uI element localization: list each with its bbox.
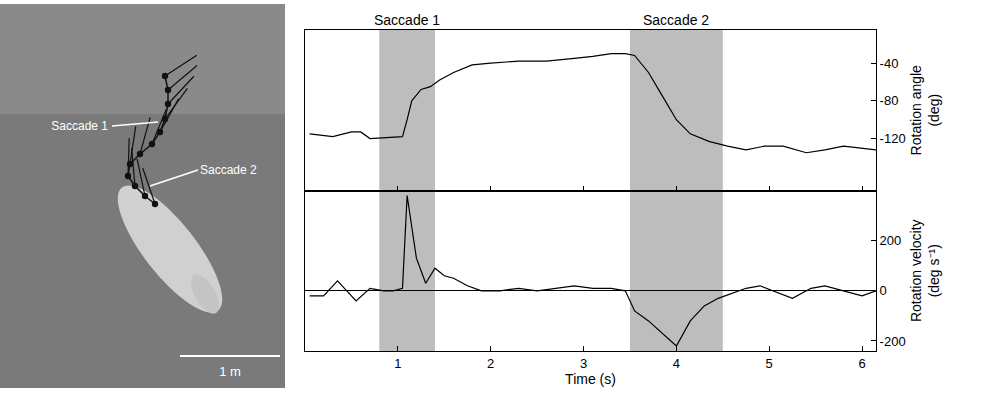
svg-text:2: 2: [487, 356, 494, 371]
svg-text:Rotation velocity(deg s⁻¹): Rotation velocity(deg s⁻¹): [908, 219, 942, 322]
svg-text:3: 3: [580, 356, 587, 371]
svg-text:1: 1: [394, 356, 401, 371]
svg-text:4: 4: [673, 356, 680, 371]
svg-text:Saccade 1: Saccade 1: [374, 12, 440, 28]
svg-text:Saccade 2: Saccade 2: [200, 163, 257, 177]
svg-text:Saccade 1: Saccade 1: [51, 119, 108, 133]
svg-text:-200: -200: [880, 334, 906, 349]
svg-text:-120: -120: [880, 131, 906, 146]
svg-text:0: 0: [880, 283, 887, 298]
svg-text:-80: -80: [880, 93, 899, 108]
svg-text:5: 5: [766, 356, 773, 371]
svg-text:Time (s): Time (s): [565, 371, 616, 387]
svg-text:200: 200: [880, 233, 902, 248]
svg-text:-40: -40: [880, 56, 899, 71]
svg-text:Saccade 2: Saccade 2: [643, 12, 709, 28]
svg-text:1 m: 1 m: [219, 364, 241, 379]
svg-text:6: 6: [858, 356, 865, 371]
svg-text:Rotation angle(deg): Rotation angle(deg): [908, 65, 942, 156]
